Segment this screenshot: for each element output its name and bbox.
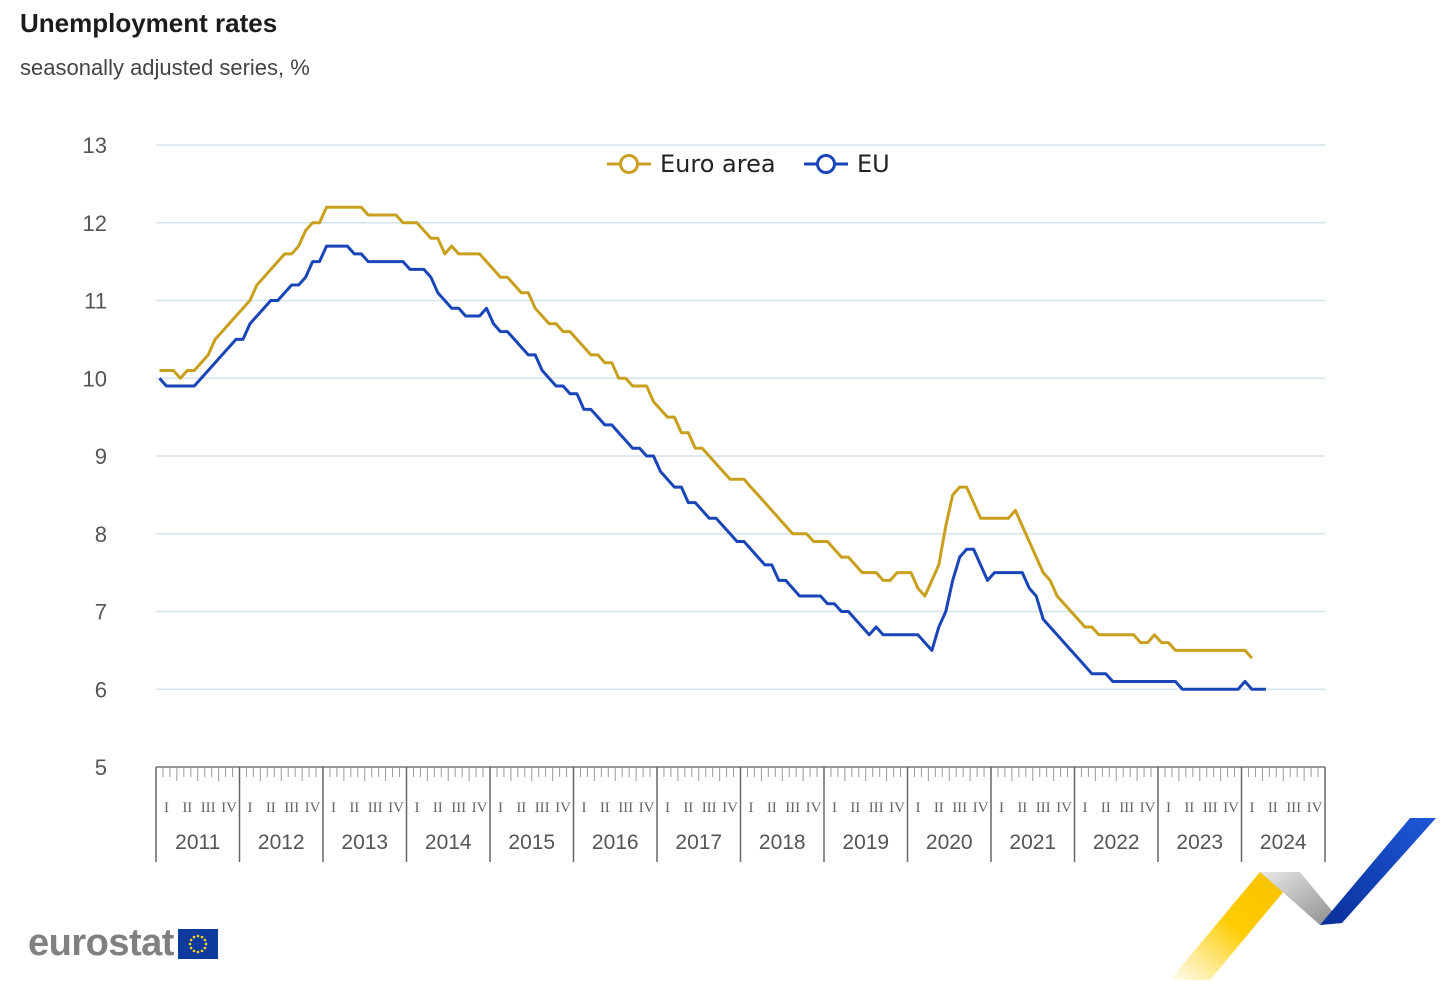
quarter-label: III <box>1036 800 1051 816</box>
quarter-label: I <box>915 800 920 816</box>
quarter-label: IV <box>555 800 571 816</box>
series-line-euro-area <box>159 205 1254 660</box>
y-tick-label: 12 <box>83 211 107 236</box>
year-label: 2019 <box>842 831 889 854</box>
y-tick-label: 8 <box>95 522 107 547</box>
quarter-label: III <box>1203 800 1218 816</box>
y-tick-label: 5 <box>95 755 107 780</box>
quarter-label: II <box>850 800 860 816</box>
y-tick-label: 6 <box>95 677 107 702</box>
legend-label-eu: EU <box>857 150 890 178</box>
y-tick-label: 10 <box>83 366 107 391</box>
year-label: 2014 <box>425 831 472 854</box>
y-tick-label: 13 <box>83 133 107 158</box>
quarter-label: II <box>934 800 944 816</box>
quarter-label: III <box>1286 800 1301 816</box>
quarter-label: III <box>451 800 466 816</box>
quarter-label: III <box>785 800 800 816</box>
legend-marker-euro-area <box>619 154 639 174</box>
year-label: 2011 <box>175 831 220 854</box>
quarter-label: II <box>1268 800 1278 816</box>
year-label: 2016 <box>592 831 639 854</box>
quarter-label: II <box>182 800 192 816</box>
chart-title: Unemployment rates <box>20 8 278 38</box>
year-label: 2017 <box>675 831 722 854</box>
quarter-label: II <box>1184 800 1194 816</box>
quarter-label: IV <box>973 800 989 816</box>
quarter-label: IV <box>305 800 321 816</box>
quarter-label: IV <box>722 800 738 816</box>
year-label: 2024 <box>1260 831 1307 854</box>
quarter-label: III <box>702 800 717 816</box>
year-label: 2015 <box>508 831 555 854</box>
year-label: 2022 <box>1093 831 1140 854</box>
quarter-label: I <box>1166 800 1171 816</box>
legend[interactable]: Euro area EU <box>607 150 890 178</box>
legend-marker-eu <box>816 154 836 174</box>
quarter-label: I <box>832 800 837 816</box>
quarter-label: I <box>247 800 252 816</box>
y-axis: 5 6 7 8 9 10 11 12 13 <box>83 133 107 780</box>
quarter-label: II <box>600 800 610 816</box>
quarter-label: I <box>999 800 1004 816</box>
quarter-label: IV <box>639 800 655 816</box>
decorative-ribbon <box>1170 818 1436 980</box>
y-tick-label: 11 <box>84 289 107 314</box>
quarter-label: IV <box>1307 800 1323 816</box>
grid <box>156 144 1325 690</box>
quarter-label: I <box>581 800 586 816</box>
series-line-eu <box>158 244 1266 691</box>
year-label: 2012 <box>258 831 305 854</box>
eurostat-logo: eurostat <box>28 922 218 965</box>
y-tick-label: 7 <box>95 600 107 625</box>
quarter-label: I <box>331 800 336 816</box>
quarter-label: I <box>164 800 169 816</box>
quarter-label: II <box>767 800 777 816</box>
quarter-label: I <box>498 800 503 816</box>
quarter-label: II <box>683 800 693 816</box>
quarter-label: IV <box>1056 800 1072 816</box>
quarter-label: II <box>1017 800 1027 816</box>
quarter-label: III <box>952 800 967 816</box>
year-label: 2021 <box>1009 831 1056 854</box>
quarter-label: I <box>748 800 753 816</box>
year-label: 2013 <box>341 831 388 854</box>
legend-label-euro-area: Euro area <box>660 150 776 178</box>
quarter-label: III <box>1119 800 1134 816</box>
chart-subtitle: seasonally adjusted series, % <box>20 55 310 80</box>
logo-text: eurostat <box>28 922 174 964</box>
y-tick-label: 9 <box>95 444 107 469</box>
eu-flag-icon <box>177 928 218 959</box>
quarter-label: II <box>1101 800 1111 816</box>
quarter-label: III <box>618 800 633 816</box>
quarter-label: IV <box>889 800 905 816</box>
series-lines <box>158 205 1266 691</box>
quarter-label: IV <box>1223 800 1239 816</box>
quarter-label: II <box>266 800 276 816</box>
quarter-label: IV <box>221 800 237 816</box>
quarter-label: II <box>516 800 526 816</box>
quarter-label: III <box>368 800 383 816</box>
quarter-label: IV <box>1140 800 1156 816</box>
quarter-label: III <box>284 800 299 816</box>
quarter-label: I <box>1082 800 1087 816</box>
quarter-label: IV <box>806 800 822 816</box>
quarter-label: I <box>1249 800 1254 816</box>
year-label: 2023 <box>1176 831 1223 854</box>
quarter-label: III <box>201 800 216 816</box>
year-label: 2018 <box>759 831 806 854</box>
quarter-label: III <box>535 800 550 816</box>
year-label: 2020 <box>926 831 973 854</box>
quarter-label: III <box>869 800 884 816</box>
quarter-label: IV <box>472 800 488 816</box>
quarter-label: IV <box>388 800 404 816</box>
quarter-label: I <box>665 800 670 816</box>
quarter-label: II <box>433 800 443 816</box>
quarter-label: II <box>349 800 359 816</box>
quarter-label: I <box>414 800 419 816</box>
